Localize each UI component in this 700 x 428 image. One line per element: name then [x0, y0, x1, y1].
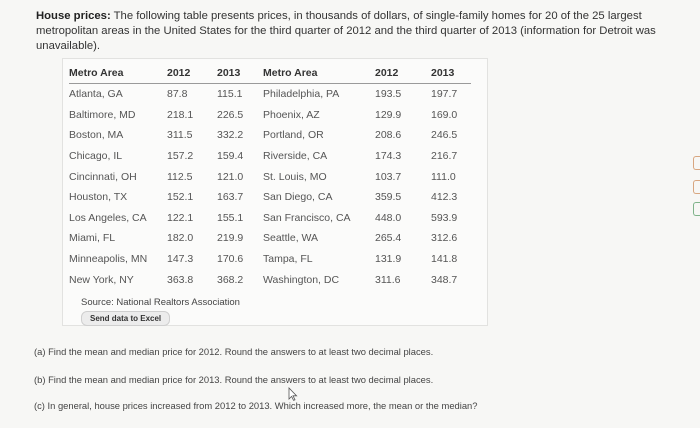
table-row: Los Angeles, CA 122.1 155.1 San Francisco, … [69, 208, 471, 229]
question-b: (b) Find the mean and median price for 2… [34, 374, 434, 385]
header-2012-left: 2012 [167, 63, 217, 84]
price-2012-cell: 265.4 [375, 232, 402, 245]
price-2013-cell: 155.1 [217, 211, 244, 224]
price-2012-cell: 131.9 [375, 253, 402, 266]
price-2012-cell: 218.1 [167, 108, 194, 121]
question-c: (c) In general, house prices increased f… [34, 400, 478, 411]
price-2013-cell: 593.9 [431, 211, 458, 224]
price-2012-cell: 103.7 [375, 170, 402, 183]
table-row: Houston, TX 152.1 163.7 San Diego, CA 359.5 4… [69, 187, 471, 208]
data-table-card: Metro Area 2012 2013 Metro Area 2012 201… [62, 58, 488, 326]
metro-area-cell: Portland, OR [263, 129, 324, 142]
table-header-row: Metro Area 2012 2013 Metro Area 2012 201… [69, 63, 471, 84]
metro-area-cell: Minneapolis, MN [69, 253, 148, 266]
problem-intro: House prices: The following table presen… [36, 9, 676, 54]
table-row: Atlanta, GA 87.8 115.1 Philadelphia, PA 193.… [69, 84, 471, 105]
price-2012-cell: 363.8 [167, 273, 194, 286]
metro-area-cell: San Diego, CA [263, 191, 333, 204]
metro-area-cell: Boston, MA [69, 129, 124, 142]
metro-area-cell: St. Louis, MO [263, 170, 327, 183]
question-a: (a) Find the mean and median price for 2… [34, 346, 434, 357]
table-row: Boston, MA 311.5 332.2 Portland, OR 208.6 246… [69, 125, 471, 146]
price-2013-cell: 111.0 [431, 170, 456, 183]
price-2012-cell: 174.3 [375, 150, 402, 163]
price-2013-cell: 141.8 [431, 253, 458, 266]
metro-area-cell: Washington, DC [263, 273, 340, 286]
price-2013-cell: 332.2 [217, 129, 244, 142]
table-row: Baltimore, MD 218.1 226.5 Phoenix, AZ 129.9 1… [69, 105, 471, 126]
metro-area-cell: Atlanta, GA [69, 88, 123, 101]
price-2012-cell: 448.0 [375, 211, 402, 224]
price-2012-cell: 311.6 [375, 273, 401, 286]
metro-area-cell: Cincinnati, OH [69, 170, 137, 183]
price-2012-cell: 152.1 [167, 191, 194, 204]
metro-area-cell: Houston, TX [69, 191, 128, 204]
price-2013-cell: 226.5 [217, 108, 244, 121]
side-tab-icon[interactable] [693, 156, 700, 170]
table-row: Cincinnati, OH 112.5 121.0 St. Louis, MO 103… [69, 166, 471, 187]
metro-area-cell: Philadelphia, PA [263, 88, 340, 101]
price-2012-cell: 129.9 [375, 108, 402, 121]
price-2013-cell: 115.1 [217, 88, 243, 101]
header-2012-right: 2012 [375, 63, 431, 84]
intro-text: The following table presents prices, in … [36, 10, 656, 52]
price-2013-cell: 159.4 [217, 150, 244, 163]
header-2013-left: 2013 [217, 63, 263, 84]
price-2012-cell: 147.3 [167, 253, 194, 266]
table-source: Source: National Realtors Association [81, 297, 240, 308]
table-row: New York, NY 363.8 368.2 Washington, DC 311.… [69, 269, 471, 290]
header-metro-area-right: Metro Area [263, 63, 375, 84]
intro-label: House prices: [36, 10, 111, 22]
metro-area-cell: San Francisco, CA [263, 211, 351, 224]
table-row: Chicago, IL 157.2 159.4 Riverside, CA 174.3 2… [69, 146, 471, 167]
header-metro-area-left: Metro Area [69, 63, 167, 84]
price-2013-cell: 170.6 [217, 253, 244, 266]
price-2012-cell: 208.6 [375, 129, 402, 142]
price-2012-cell: 122.1 [167, 211, 194, 224]
price-2013-cell: 163.7 [217, 191, 244, 204]
price-2012-cell: 87.8 [167, 88, 188, 101]
price-2012-cell: 112.5 [167, 170, 193, 183]
price-2012-cell: 182.0 [167, 232, 194, 245]
side-tab-icon[interactable] [693, 180, 700, 194]
price-2013-cell: 121.0 [217, 170, 244, 183]
price-2013-cell: 246.5 [431, 129, 458, 142]
price-2013-cell: 219.9 [217, 232, 244, 245]
price-2012-cell: 311.5 [167, 129, 193, 142]
metro-area-cell: Phoenix, AZ [263, 108, 320, 121]
price-2012-cell: 359.5 [375, 191, 402, 204]
price-2013-cell: 216.7 [431, 150, 458, 163]
price-2013-cell: 169.0 [431, 108, 458, 121]
price-2013-cell: 368.2 [217, 273, 244, 286]
price-2013-cell: 312.6 [431, 232, 458, 245]
metro-area-cell: Riverside, CA [263, 150, 328, 163]
house-price-table: Metro Area 2012 2013 Metro Area 2012 201… [69, 63, 471, 290]
mouse-cursor-icon [288, 387, 298, 401]
price-2013-cell: 348.7 [431, 273, 458, 286]
table-row: Minneapolis, MN 147.3 170.6 Tampa, FL 131.9 1… [69, 249, 471, 270]
price-2012-cell: 157.2 [167, 150, 194, 163]
table-row: Miami, FL 182.0 219.9 Seattle, WA 265.4 312.6 [69, 228, 471, 249]
side-tab-icon[interactable] [693, 202, 700, 216]
price-2012-cell: 193.5 [375, 88, 402, 101]
metro-area-cell: Chicago, IL [69, 150, 123, 163]
metro-area-cell: Los Angeles, CA [69, 211, 147, 224]
metro-area-cell: Baltimore, MD [69, 108, 136, 121]
metro-area-cell: Seattle, WA [263, 232, 319, 245]
header-2013-right: 2013 [431, 63, 471, 84]
price-2013-cell: 412.3 [431, 191, 458, 204]
send-to-excel-button[interactable]: Send data to Excel [81, 311, 171, 326]
metro-area-cell: Miami, FL [69, 232, 116, 245]
metro-area-cell: New York, NY [69, 273, 134, 286]
price-2013-cell: 197.7 [431, 88, 458, 101]
metro-area-cell: Tampa, FL [263, 253, 313, 266]
